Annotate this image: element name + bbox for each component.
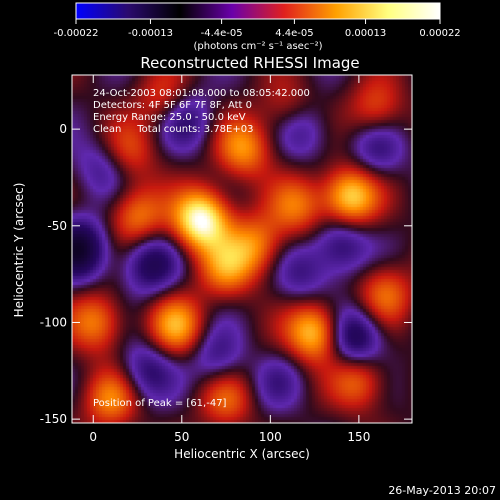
annotation-peak-position: Position of Peak = [61,-47] <box>93 398 227 409</box>
y-axis-label: Heliocentric Y (arcsec) <box>12 183 26 318</box>
colorbar-tick-label: -4.4e-05 <box>201 28 243 39</box>
annotation-energy-range: Energy Range: 25.0 - 50.0 keV <box>93 112 246 123</box>
x-tick-label: 50 <box>174 430 189 444</box>
annotation-time-range: 24-Oct-2003 08:01:08.000 to 08:05:42.000 <box>93 88 310 99</box>
y-tick-label: -50 <box>47 219 67 233</box>
x-axis-label: Heliocentric X (arcsec) <box>174 447 310 461</box>
footer-timestamp: 26-May-2013 20:07 <box>388 484 496 497</box>
heatmap-image <box>72 75 412 423</box>
annotation-detectors: Detectors: 4F 5F 6F 7F 8F, Att 0 <box>93 100 252 111</box>
colorbar-ticks: -0.00022 -0.00013 -4.4e-05 4.4e-05 0.00013 0.… <box>54 19 461 39</box>
colorbar-tick-label: 0.00013 <box>345 28 386 39</box>
colorbar-tick-label: -0.00013 <box>128 28 173 39</box>
chart-title: Reconstructed RHESSI Image <box>140 54 359 72</box>
axis-ticks: 0 50 100 150 0 -50 -100 -150 <box>40 75 412 444</box>
x-tick-label: 150 <box>347 430 370 444</box>
y-tick-label: -150 <box>40 412 67 426</box>
plot-frame <box>71 74 413 424</box>
y-tick-label: -100 <box>40 315 67 329</box>
colorbar-tick-label: 0.00022 <box>419 28 460 39</box>
colorbar-tick-label: -0.00022 <box>54 28 99 39</box>
colorbar-unit-label: (photons cm⁻² s⁻¹ asec⁻²) <box>193 41 322 52</box>
y-tick-label: 0 <box>59 122 67 136</box>
colorbar-tick-label: 4.4e-05 <box>275 28 313 39</box>
x-tick-label: 100 <box>259 430 282 444</box>
x-tick-label: 0 <box>89 430 97 444</box>
colorbar <box>75 2 441 20</box>
annotation-clean-counts: Clean Total counts: 3.78E+03 <box>93 124 253 135</box>
